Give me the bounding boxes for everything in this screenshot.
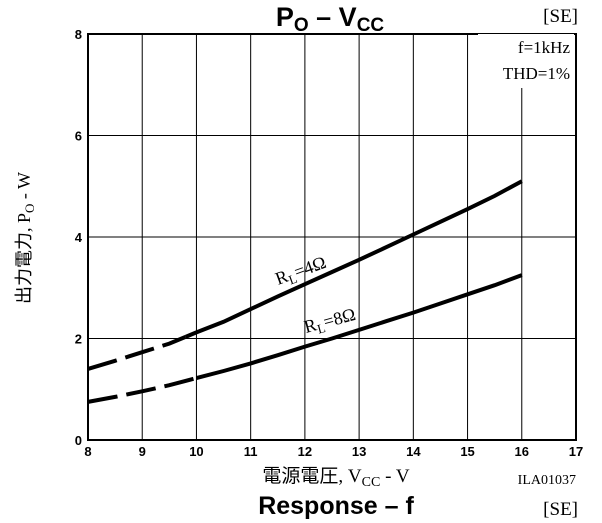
condition-thd: THD=1% [503, 64, 570, 83]
y-tick-label: 8 [75, 27, 82, 42]
x-tick-label: 14 [406, 444, 421, 459]
condition-frequency: f=1kHz [518, 38, 571, 57]
tick-labels: 8 9 10 11 12 13 14 15 16 17 0 2 4 6 8 [75, 27, 583, 459]
x-tick-label: 8 [84, 444, 91, 459]
x-tick-label: 15 [460, 444, 474, 459]
plot-frame [87, 33, 577, 441]
grid [87, 33, 577, 441]
chart-title: PO – VCC [276, 2, 385, 36]
series-1-line [195, 273, 523, 381]
y-axis-label: 出力電力, PO - W [14, 172, 37, 304]
next-chart-tag: [SE] [543, 499, 578, 520]
y-tick-label: 6 [75, 129, 82, 144]
chart-tag: [SE] [543, 6, 578, 27]
next-chart-title: Response – f [258, 492, 414, 520]
y-tick-label: 0 [75, 433, 82, 448]
y-tick-label: 2 [75, 332, 82, 347]
x-axis-label: 電源電圧, VCC - V [262, 465, 409, 490]
x-tick-label: 10 [189, 444, 203, 459]
x-tick-label: 17 [569, 444, 583, 459]
x-tick-label: 13 [352, 444, 366, 459]
y-tick-label: 4 [75, 230, 83, 245]
svg-text:出力電力, PO - W: 出力電力, PO - W [14, 172, 37, 304]
figure-code: ILA01037 [518, 473, 576, 488]
curves [87, 179, 523, 404]
conditions-box [478, 34, 574, 88]
series-0-line [184, 179, 523, 339]
x-tick-label: 9 [139, 444, 146, 459]
x-tick-label: 16 [515, 444, 529, 459]
x-tick-label: 11 [244, 444, 258, 459]
series-1-dashed-line [87, 376, 197, 404]
series-0-dashed-line [87, 335, 187, 371]
x-tick-label: 12 [298, 444, 312, 459]
